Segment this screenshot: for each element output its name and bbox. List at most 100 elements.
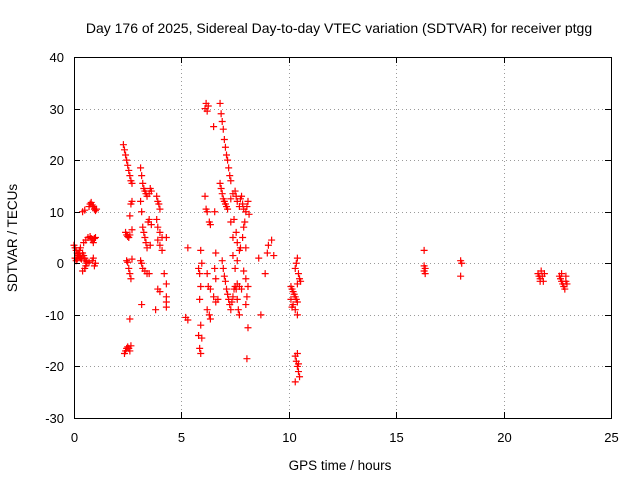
data-point xyxy=(153,192,161,200)
data-point xyxy=(126,231,134,239)
data-point xyxy=(231,187,239,195)
data-point xyxy=(243,203,251,211)
data-point xyxy=(229,293,237,301)
data-point xyxy=(220,136,228,144)
data-point xyxy=(230,215,238,223)
data-point xyxy=(242,301,250,309)
data-point xyxy=(291,264,299,272)
data-point xyxy=(138,208,146,216)
data-point xyxy=(197,246,205,254)
data-point xyxy=(91,259,99,267)
data-point xyxy=(293,311,301,319)
data-point xyxy=(420,246,428,254)
data-point xyxy=(203,270,211,278)
data-point xyxy=(126,172,134,180)
data-point xyxy=(197,350,205,358)
grid xyxy=(74,57,611,418)
data-point xyxy=(123,257,131,265)
data-point xyxy=(142,239,150,247)
data-point xyxy=(210,123,218,131)
data-point xyxy=(127,342,135,350)
data-point xyxy=(227,177,235,185)
data-point xyxy=(293,254,301,262)
data-point xyxy=(216,99,224,107)
data-point xyxy=(124,343,132,351)
data-point xyxy=(204,102,212,110)
data-point xyxy=(220,272,228,280)
data-point xyxy=(223,285,231,293)
data-point xyxy=(195,264,203,272)
x-tick-label: 15 xyxy=(389,430,403,445)
data-point xyxy=(562,272,570,280)
data-point xyxy=(226,172,234,180)
data-point xyxy=(154,236,162,244)
data-point xyxy=(184,244,192,252)
data-point xyxy=(205,311,213,319)
data-point xyxy=(139,179,147,187)
data-point xyxy=(227,195,235,203)
data-point xyxy=(206,315,214,323)
data-point xyxy=(122,151,130,159)
data-point xyxy=(561,285,569,293)
data-point xyxy=(138,259,146,267)
data-point xyxy=(229,252,237,260)
data-point xyxy=(156,241,164,249)
data-point xyxy=(244,324,252,332)
data-point xyxy=(138,172,146,180)
data-point xyxy=(294,368,302,376)
data-point xyxy=(255,254,263,262)
x-tick-label: 0 xyxy=(71,430,78,445)
x-tick-label: 5 xyxy=(178,430,185,445)
data-point xyxy=(162,280,170,288)
data-point xyxy=(263,249,271,257)
data-point xyxy=(141,234,149,241)
data-point xyxy=(128,197,136,205)
data-point xyxy=(125,264,133,272)
x-tick-label: 20 xyxy=(497,430,511,445)
data-point xyxy=(287,295,295,303)
y-tick-label: 0 xyxy=(57,256,64,271)
data-point xyxy=(218,117,226,125)
data-point xyxy=(296,373,304,381)
data-point xyxy=(233,239,241,247)
data-point xyxy=(137,197,145,205)
data-point xyxy=(232,228,240,236)
y-axis-label: SDTVAR / TECUs xyxy=(5,184,20,293)
data-point xyxy=(128,255,136,263)
data-point xyxy=(240,267,248,275)
data-point xyxy=(294,360,302,368)
data-point xyxy=(211,264,219,272)
data-point xyxy=(558,270,566,278)
y-tick-label: -20 xyxy=(45,359,64,374)
data-point xyxy=(457,272,465,280)
data-point xyxy=(293,350,301,358)
data-point xyxy=(233,257,241,265)
data-point xyxy=(221,143,229,151)
x-tick-label: 10 xyxy=(282,430,296,445)
data-point xyxy=(218,257,226,265)
data-point xyxy=(257,311,265,319)
data-point xyxy=(91,207,99,215)
chart-title: Day 176 of 2025, Sidereal Day-to-day VTE… xyxy=(86,20,592,36)
data-point xyxy=(198,259,206,267)
data-point xyxy=(218,190,226,198)
data-point xyxy=(184,316,192,324)
data-point xyxy=(219,264,227,272)
data-point xyxy=(93,205,101,213)
y-tick-label: 20 xyxy=(50,153,64,168)
data-point xyxy=(217,185,225,193)
data-point xyxy=(270,252,278,260)
data-point xyxy=(245,210,253,218)
data-point xyxy=(238,285,246,293)
y-tick-label: -10 xyxy=(45,308,64,323)
data-point xyxy=(563,280,571,288)
data-point xyxy=(244,197,252,205)
data-point xyxy=(227,306,235,314)
data-point xyxy=(162,303,170,311)
data-point xyxy=(239,200,247,208)
data-point xyxy=(154,223,162,231)
data-point xyxy=(241,218,249,226)
data-point xyxy=(88,201,96,209)
data-point xyxy=(126,347,134,355)
